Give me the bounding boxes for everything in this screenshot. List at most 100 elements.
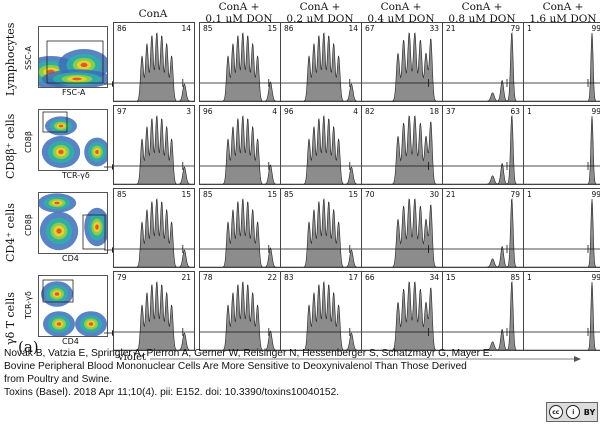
gate-percent-left: 96 xyxy=(284,107,294,116)
histogram-plot: 78 22 xyxy=(199,271,281,351)
gate-percent-left: 97 xyxy=(117,107,127,116)
histogram-plot: 85 15 xyxy=(113,188,195,268)
scatter-y-label: TCR-γδ xyxy=(24,291,33,319)
row-label-1: CD8β⁺ cells xyxy=(4,113,17,179)
gate-percent-left: 85 xyxy=(117,190,127,199)
gate-percent-left: 83 xyxy=(284,273,294,282)
gate-percent-left: 15 xyxy=(446,273,456,282)
gate-percent-left: 37 xyxy=(446,107,456,116)
citation-authors: Novak B, Vatzia E, Springler A, Pierron … xyxy=(4,348,493,359)
gate-percent-right: 99 xyxy=(591,24,600,33)
histogram-plot: 1 99 xyxy=(523,22,600,102)
density-scatter-plot xyxy=(38,275,108,337)
histogram-plot: 97 3 xyxy=(113,105,195,185)
gate-percent-right: 99 xyxy=(591,190,600,199)
gate-percent-right: 79 xyxy=(510,190,520,199)
histogram-plot: 15 85 xyxy=(442,271,524,351)
gate-percent-left: 1 xyxy=(527,273,532,282)
citation-block: Novak B, Vatzia E, Springler A, Pierron … xyxy=(4,347,534,399)
gate-percent-left: 21 xyxy=(446,190,456,199)
gate-percent-left: 1 xyxy=(527,107,532,116)
density-scatter-plot xyxy=(38,109,108,171)
citation-title-1: Bovine Peripheral Blood Mononuclear Cell… xyxy=(4,361,467,372)
histogram-plot: 82 18 xyxy=(361,105,443,185)
gate-percent-right: 3 xyxy=(186,107,191,116)
gate-percent-right: 18 xyxy=(429,107,439,116)
citation-journal: Toxins (Basel). 2018 Apr 11;10(4). pii: … xyxy=(4,387,340,398)
gate-percent-right: 4 xyxy=(272,107,277,116)
gate-percent-right: 15 xyxy=(267,24,277,33)
gate-percent-right: 4 xyxy=(353,107,358,116)
histogram-plot: 37 63 xyxy=(442,105,524,185)
gate-percent-left: 85 xyxy=(203,190,213,199)
gate-percent-right: 14 xyxy=(348,24,358,33)
panel-letter: (a) xyxy=(18,338,39,356)
density-scatter-plot xyxy=(38,192,108,254)
gate-percent-right: 22 xyxy=(267,273,277,282)
histogram-plot: 66 34 xyxy=(361,271,443,351)
histogram-plot: 21 79 xyxy=(442,22,524,102)
histogram-plot: 1 99 xyxy=(523,105,600,185)
cc-license-icon[interactable]: cc i BY xyxy=(546,402,598,422)
column-header-0: ConA xyxy=(138,8,168,20)
gate-percent-right: 33 xyxy=(429,24,439,33)
scatter-x-label: FSC-A xyxy=(62,88,86,97)
gate-percent-right: 15 xyxy=(348,190,358,199)
gate-percent-left: 96 xyxy=(203,107,213,116)
gate-percent-left: 82 xyxy=(365,107,375,116)
row-label-2: CD4⁺ cells xyxy=(4,203,17,262)
gate-percent-left: 79 xyxy=(117,273,127,282)
histogram-plot: 79 21 xyxy=(113,271,195,351)
gate-percent-left: 21 xyxy=(446,24,456,33)
histogram-plot: 83 17 xyxy=(280,271,362,351)
gate-percent-left: 78 xyxy=(203,273,213,282)
scatter-x-label: CD4 xyxy=(62,254,79,263)
cc-icon: cc xyxy=(548,405,563,419)
density-scatter-plot xyxy=(38,26,108,88)
gate-percent-right: 14 xyxy=(181,24,191,33)
gate-percent-left: 85 xyxy=(203,24,213,33)
histogram-plot: 85 15 xyxy=(280,188,362,268)
gate-percent-left: 86 xyxy=(117,24,127,33)
row-label-3: γδ T cells xyxy=(4,292,17,345)
gate-percent-right: 21 xyxy=(181,273,191,282)
citation-title-2: from Poultry and Swine. xyxy=(4,374,113,385)
gate-percent-left: 85 xyxy=(284,190,294,199)
scatter-y-label: CD8β xyxy=(24,214,33,236)
gate-percent-right: 15 xyxy=(267,190,277,199)
gate-percent-right: 30 xyxy=(429,190,439,199)
histogram-plot: 21 79 xyxy=(442,188,524,268)
gate-percent-right: 99 xyxy=(591,107,600,116)
gate-percent-right: 15 xyxy=(181,190,191,199)
gate-percent-right: 17 xyxy=(348,273,358,282)
gate-percent-right: 79 xyxy=(510,24,520,33)
gate-percent-left: 70 xyxy=(365,190,375,199)
gate-percent-left: 1 xyxy=(527,24,532,33)
attribution-icon: i xyxy=(566,405,581,419)
scatter-y-label: SSC-A xyxy=(24,46,33,70)
gate-percent-right: 34 xyxy=(429,273,439,282)
histogram-plot: 1 99 xyxy=(523,188,600,268)
histogram-plot: 96 4 xyxy=(199,105,281,185)
x-axis-arrow xyxy=(150,356,581,362)
histogram-plot: 86 14 xyxy=(113,22,195,102)
gate-percent-right: 85 xyxy=(510,273,520,282)
gate-percent-right: 99 xyxy=(591,273,600,282)
gate-percent-left: 66 xyxy=(365,273,375,282)
scatter-x-label: TCR-γδ xyxy=(62,171,90,180)
histogram-plot: 96 4 xyxy=(280,105,362,185)
gate-percent-left: 1 xyxy=(527,190,532,199)
by-label: BY xyxy=(583,407,596,417)
scatter-y-label: CD8β xyxy=(24,131,33,153)
gate-percent-left: 86 xyxy=(284,24,294,33)
gate-percent-left: 67 xyxy=(365,24,375,33)
row-label-0: Lymphocytes xyxy=(4,22,17,96)
gate-percent-right: 63 xyxy=(510,107,520,116)
histogram-plot: 86 14 xyxy=(280,22,362,102)
histogram-plot: 85 15 xyxy=(199,188,281,268)
histogram-plot: 1 99 xyxy=(523,271,600,351)
histogram-plot: 67 33 xyxy=(361,22,443,102)
histogram-plot: 70 30 xyxy=(361,188,443,268)
scatter-x-label: CD4 xyxy=(62,337,79,346)
histogram-plot: 85 15 xyxy=(199,22,281,102)
